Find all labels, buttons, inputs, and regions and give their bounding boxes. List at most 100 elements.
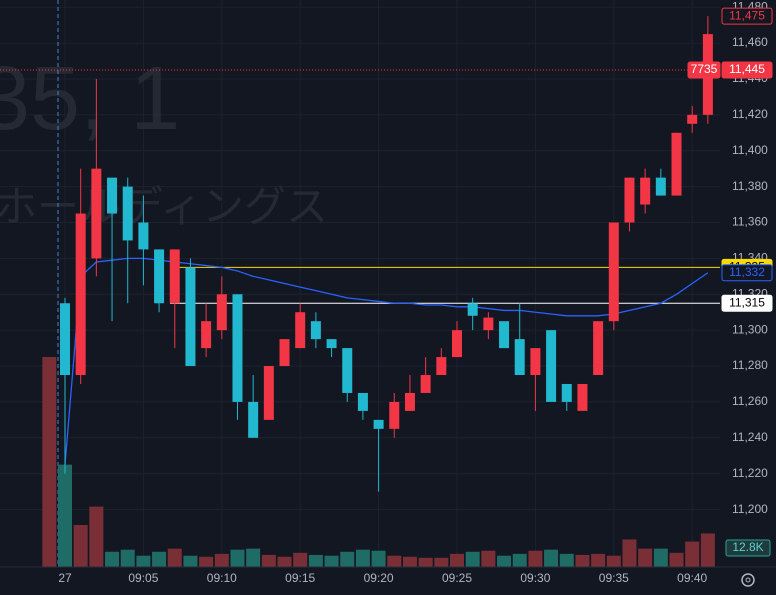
last-price-label: 11,445: [729, 62, 765, 76]
volume-bar: [685, 541, 700, 567]
volume-bar: [528, 550, 543, 567]
y-tick-label: 11,460: [732, 35, 768, 49]
candle-body: [483, 317, 494, 331]
candle-body: [608, 222, 619, 322]
candle-body: [295, 312, 306, 349]
volume-bar: [497, 555, 512, 567]
candle-body: [248, 401, 259, 438]
volume-bar: [371, 550, 386, 567]
volume-bar: [105, 551, 120, 567]
candle-body: [624, 177, 635, 223]
volume-bar: [246, 548, 261, 567]
volume-bar: [324, 555, 339, 567]
line-label: 11,332: [729, 265, 765, 279]
candle-body: [593, 321, 604, 376]
x-tick-label: 09:40: [677, 571, 707, 585]
volume-bar: [277, 556, 292, 567]
candle-body: [60, 303, 70, 376]
candle-body: [687, 114, 698, 124]
volume-bar: [42, 357, 57, 567]
volume-bar: [402, 556, 417, 567]
candle-body: [201, 321, 212, 349]
volume-bar: [183, 555, 198, 567]
candle-body: [452, 330, 462, 358]
volume-bar: [199, 556, 214, 567]
y-tick-label: 11,400: [732, 143, 768, 157]
y-tick-label: 11,380: [732, 179, 768, 193]
candle-body: [310, 321, 321, 340]
candle-body: [530, 348, 541, 376]
volume-label: 12.8K: [732, 540, 763, 554]
volume-bar: [355, 549, 370, 567]
settings-icon[interactable]: [741, 573, 755, 587]
candle-body: [154, 249, 165, 304]
volume-bar: [700, 533, 715, 567]
x-tick-label: 09:30: [520, 571, 550, 585]
x-tick-label: 27: [58, 571, 72, 585]
volume-label-box: [725, 539, 771, 557]
candle-body: [91, 168, 102, 259]
candle-body: [185, 267, 196, 367]
volume-bar: [559, 553, 574, 567]
volume-bar: [434, 557, 449, 567]
volume-bar: [73, 525, 88, 567]
volume-bar: [653, 548, 668, 567]
y-tick-label: 11,300: [732, 322, 768, 336]
volume-bar: [622, 539, 637, 567]
x-tick-label: 09:25: [442, 571, 472, 585]
volume-bar: [638, 548, 653, 567]
y-tick-label: 11,360: [732, 215, 768, 229]
volume-bar: [591, 553, 606, 567]
candle-body: [263, 366, 274, 420]
candle-body: [326, 339, 337, 349]
watermark: ホールディングス: [0, 183, 328, 230]
candle-body: [342, 348, 353, 393]
x-tick-label: 09:15: [285, 571, 315, 585]
volume-bar: [58, 464, 72, 567]
volume-bar: [136, 555, 151, 567]
volume-bar: [120, 549, 135, 567]
candle-body: [436, 357, 447, 376]
candle-body: [232, 294, 243, 402]
volume-bar: [669, 552, 684, 567]
candle-body: [514, 339, 525, 376]
y-tick-label: 11,220: [732, 466, 768, 480]
volume-bar: [512, 553, 527, 567]
high-label: 11,475: [729, 8, 765, 22]
price-line-label-box: [721, 294, 773, 312]
candle-body: [357, 392, 368, 411]
last-price-label-box: [721, 61, 773, 79]
candle-body: [499, 321, 510, 349]
y-tick-label: 11,420: [732, 107, 768, 121]
candle-body: [389, 401, 400, 429]
candle-body: [373, 419, 384, 429]
y-tick-label: 11,260: [732, 394, 768, 408]
candle-body: [546, 330, 557, 402]
candle-body: [671, 132, 682, 196]
y-tick-label: 11,200: [732, 502, 768, 516]
high-label-box: [721, 7, 773, 25]
volume-bar: [152, 551, 167, 567]
volume-bar: [450, 553, 464, 567]
x-tick-label: 09:10: [207, 571, 237, 585]
candle-body: [467, 303, 478, 316]
volume-bar: [340, 551, 355, 567]
line-label-box: [721, 264, 773, 282]
volume-bar: [214, 553, 229, 567]
volume-bar: [308, 554, 323, 567]
volume-bar: [465, 551, 480, 567]
candle-body: [640, 177, 651, 205]
countdown: 7735: [691, 62, 718, 76]
volume-bar: [89, 506, 104, 567]
candle-body: [122, 186, 133, 241]
volume-bar: [606, 555, 621, 567]
watermark: 35, 1: [0, 49, 180, 149]
price-line-label: 11,315: [729, 295, 765, 309]
x-tick-label: 09:35: [599, 571, 629, 585]
volume-bar: [575, 554, 590, 567]
candle-body: [420, 375, 431, 393]
candle-body: [169, 249, 180, 304]
candle-body: [75, 213, 86, 376]
